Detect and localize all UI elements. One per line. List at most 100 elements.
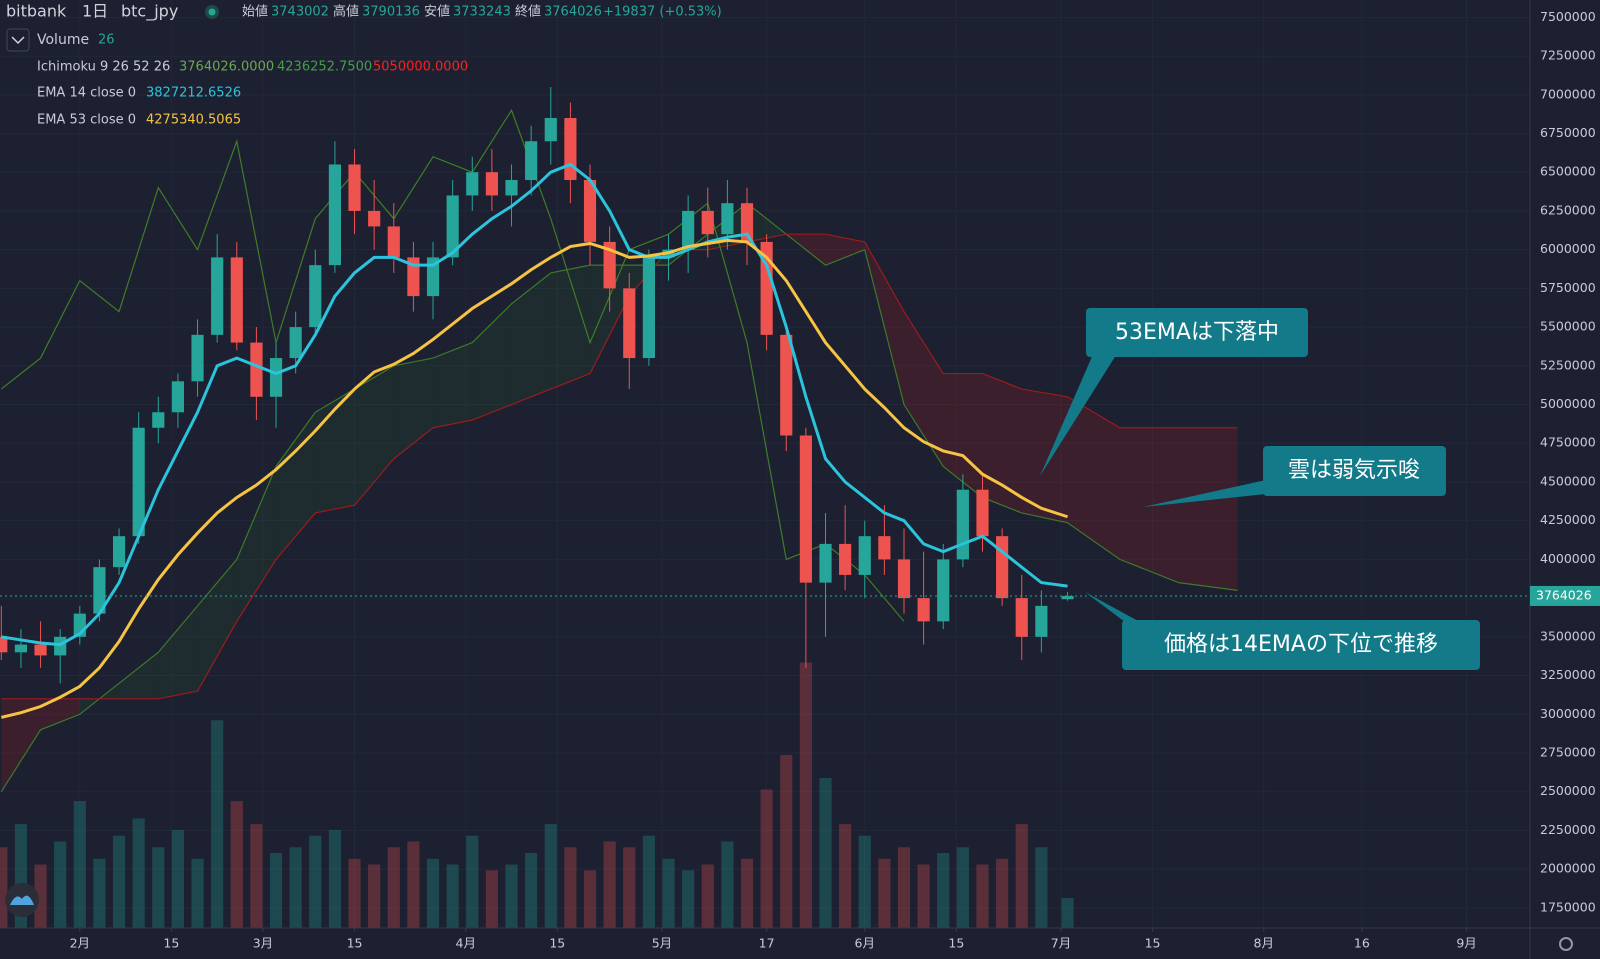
x-tick-label: 3月 (253, 936, 273, 951)
cloud-fill (40, 698, 80, 730)
ohlc-label: 始値 (242, 4, 268, 20)
span-b-line (1, 233, 1238, 700)
candle-body (682, 210, 695, 250)
volume-bar (368, 864, 381, 928)
volume-bar (564, 847, 577, 928)
volume-bar (289, 847, 302, 928)
y-tick-label: 6750000 (1540, 125, 1596, 140)
cloud-fill (1119, 427, 1179, 583)
candle-body (858, 536, 871, 575)
candle-body (721, 203, 734, 235)
collapse-button[interactable] (6, 28, 30, 52)
ohlc-label: 高値 (333, 4, 359, 20)
chevron-icon (11, 36, 25, 45)
volume-bar (426, 858, 440, 928)
candle-body (740, 203, 754, 242)
volume-bar (466, 835, 479, 928)
candle-body (112, 536, 126, 568)
callout-pointer (1040, 352, 1118, 476)
candle-body (799, 435, 812, 583)
candle-body (878, 536, 891, 560)
candle-body (583, 179, 597, 242)
y-tick-label: 5250000 (1540, 357, 1596, 372)
volume-bar (623, 847, 636, 928)
y-tick-label: 5500000 (1540, 319, 1596, 334)
legend-ichimoku: Ichimoku 9 26 52 26 (37, 60, 170, 75)
candle-body (485, 172, 498, 196)
volume-bar (583, 870, 597, 928)
cloud-fill (825, 234, 865, 266)
legend-ichimoku-value: 3764026.0000 (179, 60, 274, 75)
cloud-fill (158, 605, 198, 699)
volume-bar (54, 841, 67, 928)
volume-bar (956, 847, 969, 928)
volume-bar (230, 801, 243, 928)
candle-body (976, 489, 989, 537)
candle-body (819, 543, 832, 583)
candle-body (191, 334, 204, 382)
x-tick-label: 7月 (1051, 936, 1071, 951)
volume-bar (721, 841, 734, 928)
x-tick-label: 16 (1354, 936, 1370, 951)
volume-bar (976, 864, 989, 928)
y-tick-label: 7250000 (1540, 48, 1596, 63)
y-tick-label: 6250000 (1540, 202, 1596, 217)
volume-bar (740, 858, 754, 928)
candle-body (1035, 605, 1048, 637)
y-tick-label: 3250000 (1540, 667, 1596, 682)
settings-icon[interactable] (1559, 937, 1573, 951)
y-tick-label: 2000000 (1540, 861, 1596, 876)
cloud-fill (276, 412, 316, 560)
candle-body (466, 172, 479, 196)
symbol: btc_jpy (121, 2, 178, 22)
candle-body (1061, 595, 1074, 600)
candle-body (14, 644, 28, 653)
candle-body (230, 257, 243, 343)
volume-bar (171, 829, 185, 928)
candle-body (309, 265, 322, 328)
cloud-fill (550, 265, 591, 390)
candle-body (446, 195, 459, 258)
volume-bar (269, 853, 283, 928)
volume-bar (152, 847, 165, 928)
cloud-fill (236, 466, 277, 622)
cloud-fill (197, 559, 237, 692)
candle-body (623, 288, 636, 359)
candle-body (34, 644, 47, 656)
volume-bar (387, 847, 400, 928)
candle-body (937, 559, 950, 622)
y-tick-label: 4250000 (1540, 512, 1596, 527)
volume-bar (191, 858, 204, 928)
cloud-fill (511, 272, 551, 405)
candle-body (505, 179, 518, 196)
volume-bar (760, 789, 773, 928)
y-tick-label: 5000000 (1540, 396, 1596, 411)
candle-body (250, 342, 263, 397)
lagging-span (0, 108, 905, 622)
volume-bar (1035, 847, 1048, 928)
candle-body (956, 489, 969, 560)
volume-bar (1061, 898, 1074, 928)
volume-bar (525, 853, 538, 928)
ohlc-value: 3764026 (544, 5, 602, 20)
volume-bar (819, 778, 832, 928)
candle-body (387, 226, 400, 258)
ema-line (1, 162, 1068, 647)
cloud-fill (393, 358, 434, 459)
candle-body (544, 118, 557, 142)
legend-volume: Volume (37, 32, 89, 48)
volume-bar (132, 818, 145, 928)
candle-body (897, 559, 911, 599)
volume-bar (937, 853, 950, 928)
annotation: 雲は弱気示唆 (1288, 458, 1420, 483)
callout-pointer (1085, 592, 1140, 622)
volume-bar (544, 824, 557, 928)
y-tick-label: 1750000 (1540, 899, 1596, 914)
candle-body (93, 567, 106, 614)
volume-bar (780, 754, 793, 928)
axes: 1750000 2000000 2250000 2500000 2750000 30000… (70, 9, 1600, 951)
volume-bar (1015, 824, 1028, 928)
price-label: 3764026 (1536, 587, 1592, 602)
volume-bar (328, 829, 341, 928)
